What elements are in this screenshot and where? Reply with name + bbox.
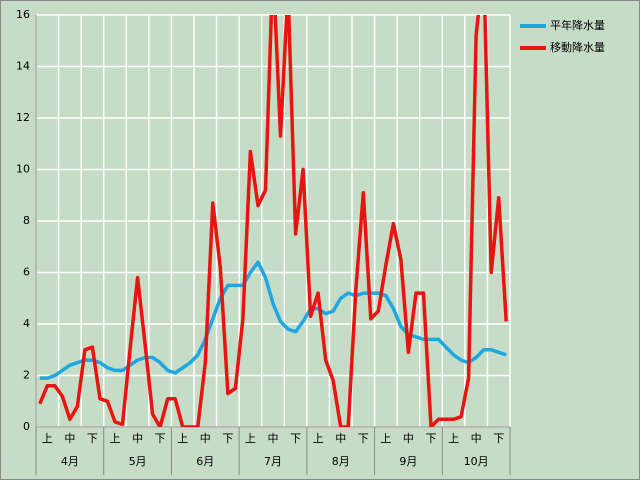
x-tick-label: 下 [290,432,301,445]
y-tick-label: 4 [23,317,30,330]
x-tick-label: 上 [110,432,121,445]
x-tick-label: 下 [358,432,369,445]
group-label: 5月 [129,455,147,468]
series-line [38,15,508,427]
x-tick-label: 下 [87,432,98,445]
group-label: 7月 [264,455,282,468]
y-tick-label: 14 [16,60,30,73]
x-tick-label: 上 [42,432,53,445]
x-tick-label: 上 [245,432,256,445]
group-label: 4月 [61,455,79,468]
x-tick-label: 下 [155,432,166,445]
y-tick-label: 2 [23,369,30,382]
x-tick-label: 中 [132,432,143,445]
x-tick-label: 中 [403,432,414,445]
x-tick-label: 中 [64,432,75,445]
x-tick-label: 中 [471,432,482,445]
y-tick-label: 0 [23,420,30,433]
x-tick-label: 下 [426,432,437,445]
x-tick-label: 中 [200,432,211,445]
x-tick-label: 下 [493,432,504,445]
y-tick-label: 16 [16,8,30,21]
x-tick-label: 上 [380,432,391,445]
legend-label: 移動降水量 [550,40,605,54]
x-tick-label: 中 [335,432,346,445]
x-tick-label: 上 [313,432,324,445]
x-tick-label: 中 [268,432,279,445]
legend-label: 平年降水量 [550,18,605,32]
group-label: 9月 [399,455,417,468]
y-tick-label: 12 [16,111,30,124]
series-line [39,260,507,380]
group-label: 8月 [332,455,350,468]
y-tick-label: 6 [23,266,30,279]
x-tick-label: 上 [448,432,459,445]
y-tick-label: 10 [16,163,30,176]
x-tick-label: 下 [222,432,233,445]
group-label: 10月 [464,455,489,468]
group-label: 6月 [196,455,214,468]
x-tick-label: 上 [177,432,188,445]
plot [38,15,508,427]
y-tick-label: 8 [23,214,30,227]
